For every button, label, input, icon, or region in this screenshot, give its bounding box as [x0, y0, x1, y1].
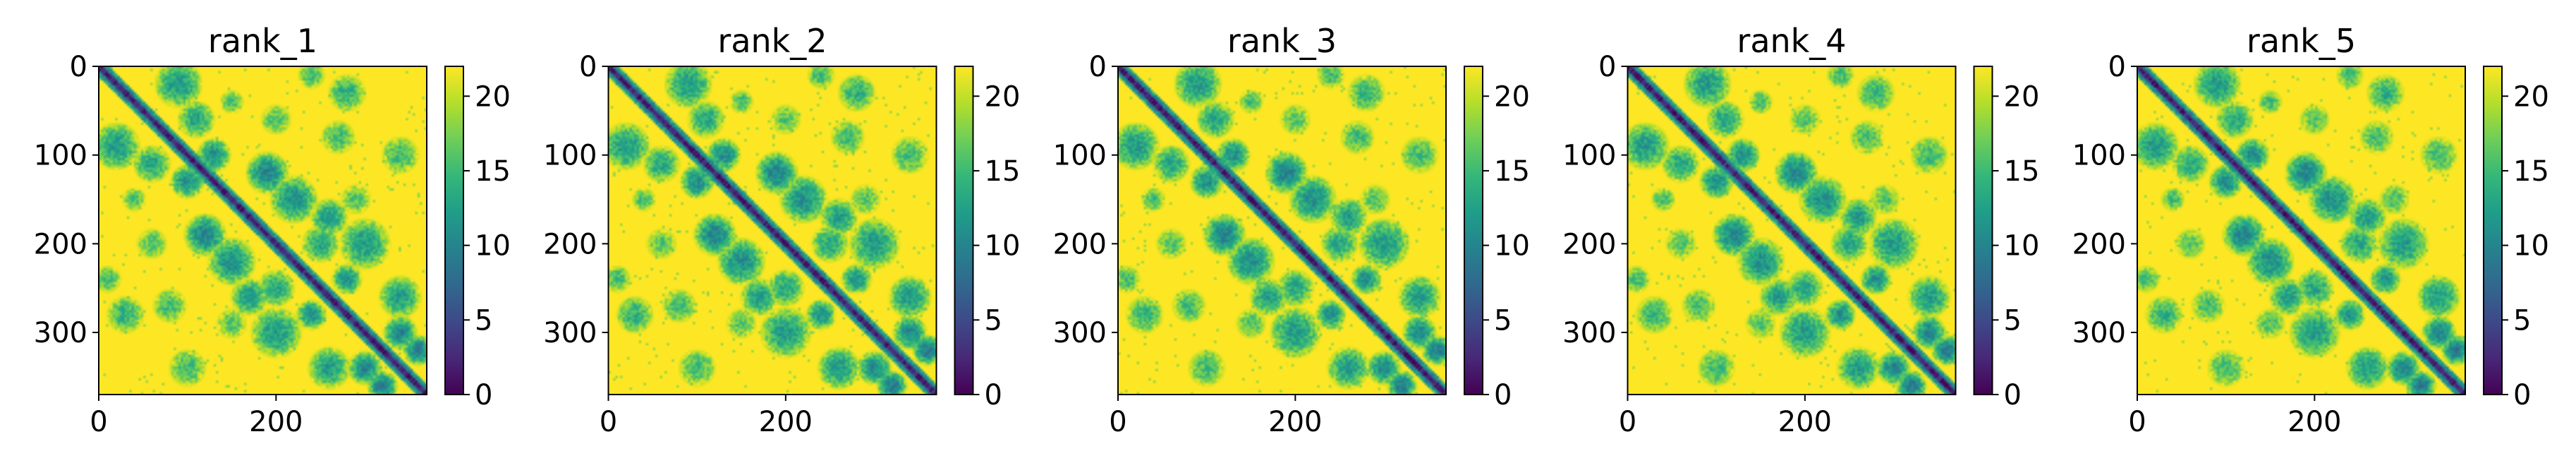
heatmap-image — [99, 66, 427, 395]
x-tick-label: 0 — [1619, 406, 1636, 438]
colorbar — [1464, 66, 1483, 395]
x-tick-label: 200 — [759, 406, 813, 438]
y-tick-label: 200 — [1562, 228, 1616, 260]
plot-frame — [98, 66, 427, 395]
y-tick-label: 100 — [34, 140, 87, 172]
panel-2: rank_2 0 100 200 300 0 200 0 5 10 15 20 — [543, 22, 1020, 438]
panel-4: rank_4 0 100 200 300 0 200 0 5 10 15 20 — [1562, 22, 2039, 438]
colorbar-tick-label: 0 — [1494, 379, 1512, 411]
colorbar-tick-label: 10 — [2513, 230, 2549, 263]
x-tick-label: 0 — [600, 406, 617, 438]
plot-frame — [1117, 66, 1447, 395]
colorbar-tick-label: 10 — [1494, 230, 1530, 263]
colorbar-tick-label: 20 — [2513, 80, 2549, 113]
y-tick-label: 200 — [543, 228, 597, 260]
colorbar-tick-label: 15 — [985, 155, 1021, 188]
colorbar-tick-label: 0 — [985, 379, 1002, 411]
y-tick-label: 200 — [2072, 228, 2126, 260]
y-tick-label: 0 — [579, 51, 597, 83]
y-tick-label: 300 — [1562, 317, 1616, 349]
heatmap-image — [2137, 66, 2465, 395]
colorbar — [954, 66, 974, 395]
colorbar-tick-label: 5 — [1494, 304, 1512, 337]
y-tick-label: 100 — [2072, 140, 2126, 172]
colorbar-tick-label: 5 — [2004, 304, 2022, 337]
y-tick-label: 200 — [34, 228, 87, 260]
heatmap-image — [1118, 66, 1446, 395]
y-tick-label: 300 — [34, 317, 87, 349]
panel-title: rank_1 — [208, 22, 317, 60]
colorbar-tick-label: 5 — [2513, 304, 2531, 337]
colorbar-tick-label: 15 — [475, 155, 511, 188]
panel-title: rank_2 — [717, 22, 827, 60]
colorbar-tick-label: 5 — [475, 304, 492, 337]
y-tick-label: 100 — [1053, 140, 1107, 172]
colorbar-tick-label: 20 — [475, 80, 511, 113]
x-tick-label: 200 — [1268, 406, 1322, 438]
plot-frame — [2137, 66, 2466, 395]
colorbar-tick-label: 15 — [2004, 155, 2040, 188]
x-tick-label: 0 — [1109, 406, 1126, 438]
colorbar-tick-label: 0 — [2004, 379, 2022, 411]
colorbar-tick-label: 15 — [1494, 155, 1530, 188]
x-tick-label: 0 — [2128, 406, 2146, 438]
colorbar-tick-label: 10 — [475, 230, 511, 263]
colorbar-tick-label: 20 — [985, 80, 1021, 113]
panel-title: rank_4 — [1737, 22, 1846, 60]
y-tick-label: 100 — [1562, 140, 1616, 172]
colorbar-tick-label: 20 — [2004, 80, 2040, 113]
y-tick-label: 0 — [1598, 51, 1616, 83]
y-tick-label: 0 — [70, 51, 87, 83]
y-tick-label: 0 — [1089, 51, 1107, 83]
colorbar-tick-label: 20 — [1494, 80, 1530, 113]
colorbar — [2483, 66, 2503, 395]
x-tick-label: 200 — [249, 406, 303, 438]
colorbar-tick-label: 5 — [985, 304, 1002, 337]
x-tick-label: 200 — [2288, 406, 2341, 438]
y-tick-label: 200 — [1053, 228, 1107, 260]
x-tick-label: 200 — [1778, 406, 1832, 438]
panel-1: rank_1 0 100 200 300 0 200 0 5 10 15 20 — [34, 22, 511, 438]
heatmap-image — [1627, 66, 1956, 395]
colorbar — [444, 66, 464, 395]
panel-5: rank_5 0 100 200 300 0 200 0 5 10 15 20 — [2072, 22, 2549, 438]
panel-3: rank_3 0 100 200 300 0 200 0 5 10 15 20 — [1053, 22, 1530, 438]
x-tick-label: 0 — [90, 406, 107, 438]
colorbar-tick-label: 0 — [2513, 379, 2531, 411]
colorbar-tick-label: 10 — [2004, 230, 2040, 263]
y-tick-label: 0 — [2108, 51, 2126, 83]
plot-frame — [607, 66, 937, 395]
panel-title: rank_5 — [2247, 22, 2356, 60]
y-tick-label: 300 — [543, 317, 597, 349]
colorbar-tick-label: 0 — [475, 379, 492, 411]
y-tick-label: 100 — [543, 140, 597, 172]
panel-title: rank_3 — [1227, 22, 1337, 60]
plot-frame — [1627, 66, 1957, 395]
colorbar — [1973, 66, 1993, 395]
y-tick-label: 300 — [1053, 317, 1107, 349]
colorbar-tick-label: 15 — [2513, 155, 2549, 188]
y-tick-label: 300 — [2072, 317, 2126, 349]
colorbar-tick-label: 10 — [985, 230, 1021, 263]
heatmap-image — [608, 66, 937, 395]
